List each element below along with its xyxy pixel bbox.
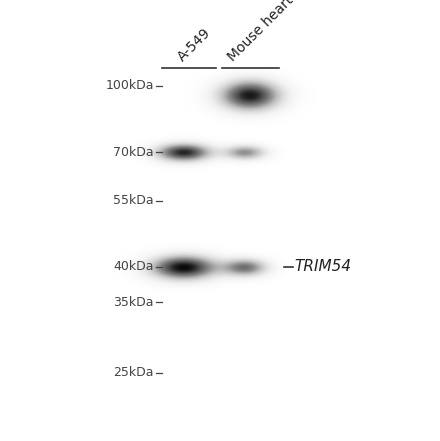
Text: 70kDa: 70kDa [114, 146, 154, 159]
Text: 100kDa: 100kDa [106, 79, 154, 93]
Text: A-549: A-549 [175, 26, 213, 64]
Text: 25kDa: 25kDa [114, 366, 154, 379]
Text: 35kDa: 35kDa [114, 295, 154, 309]
Text: Mouse heart: Mouse heart [226, 0, 297, 64]
Text: TRIM54: TRIM54 [295, 259, 352, 274]
Text: 40kDa: 40kDa [114, 260, 154, 273]
Bar [161, 68, 282, 430]
Text: 55kDa: 55kDa [114, 194, 154, 207]
